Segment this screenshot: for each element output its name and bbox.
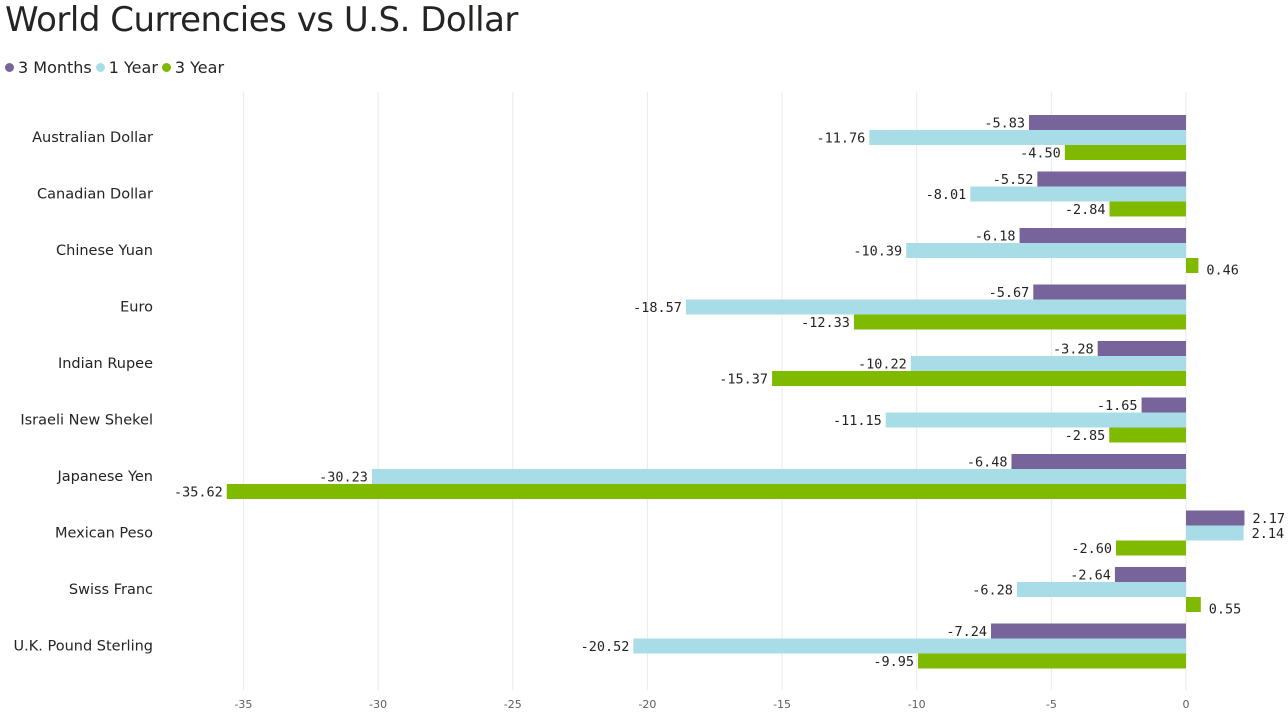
bar-3-year[interactable] bbox=[226, 484, 1186, 499]
bar-3-months[interactable] bbox=[1114, 567, 1186, 582]
category-label: Australian Dollar bbox=[32, 130, 153, 146]
bar-3-months[interactable] bbox=[1019, 228, 1186, 243]
x-tick-label: -15 bbox=[773, 698, 791, 711]
data-label: -12.33 bbox=[801, 315, 850, 331]
legend-label-3-months: 3 Months bbox=[18, 58, 92, 77]
bar-3-months[interactable] bbox=[1186, 510, 1245, 526]
bar-1-year[interactable] bbox=[869, 130, 1186, 145]
legend-item-3-months[interactable]: 3 Months bbox=[5, 58, 92, 77]
data-label: -18.57 bbox=[633, 300, 682, 316]
x-tick-label: -10 bbox=[908, 698, 926, 711]
legend: 3 Months 1 Year 3 Year bbox=[5, 58, 228, 77]
data-label: -30.23 bbox=[319, 470, 368, 486]
category-label: U.K. Pound Sterling bbox=[14, 639, 153, 655]
data-label: -5.52 bbox=[993, 172, 1034, 188]
data-label: -5.67 bbox=[989, 285, 1030, 301]
legend-label-3-year: 3 Year bbox=[174, 58, 225, 77]
legend-marker-3-months bbox=[5, 63, 14, 72]
bar-3-months[interactable] bbox=[1037, 171, 1186, 187]
bar-3-year[interactable] bbox=[772, 371, 1186, 386]
category-label: Israeli New Shekel bbox=[20, 413, 153, 429]
data-label: -8.01 bbox=[926, 187, 967, 203]
bar-1-year[interactable] bbox=[970, 186, 1186, 202]
data-label: 2.14 bbox=[1252, 526, 1285, 542]
bar-1-year[interactable] bbox=[1186, 525, 1244, 541]
data-label: 2.17 bbox=[1252, 511, 1285, 527]
category-label: Canadian Dollar bbox=[37, 187, 153, 203]
bar-3-year[interactable] bbox=[918, 653, 1186, 669]
data-label: -15.37 bbox=[719, 372, 768, 388]
data-label: -6.48 bbox=[967, 455, 1008, 471]
category-label: Chinese Yuan bbox=[56, 243, 153, 259]
data-label: -10.39 bbox=[853, 244, 902, 260]
bar-3-year[interactable] bbox=[1186, 597, 1201, 612]
x-tick-label: -5 bbox=[1046, 698, 1057, 711]
legend-item-1-year[interactable]: 1 Year bbox=[95, 58, 158, 77]
bar-1-year[interactable] bbox=[885, 412, 1186, 428]
data-label: -20.52 bbox=[581, 639, 630, 655]
data-label: -2.84 bbox=[1065, 202, 1106, 218]
bar-3-months[interactable] bbox=[1141, 397, 1186, 413]
bar-1-year[interactable] bbox=[685, 299, 1186, 315]
bar-1-year[interactable] bbox=[1016, 582, 1186, 597]
legend-marker-3-year bbox=[161, 63, 171, 72]
x-tick-label: 0 bbox=[1183, 698, 1190, 711]
bar-1-year[interactable] bbox=[633, 638, 1186, 654]
category-label: Indian Rupee bbox=[58, 356, 153, 372]
data-label: -6.28 bbox=[972, 583, 1013, 599]
bar-3-year[interactable] bbox=[1064, 145, 1186, 160]
category-label: Swiss Franc bbox=[69, 582, 153, 598]
category-label: Japanese Yen bbox=[57, 469, 154, 485]
data-label: -6.18 bbox=[975, 229, 1016, 245]
x-tick-label: -30 bbox=[369, 698, 387, 711]
data-label: -2.60 bbox=[1071, 541, 1112, 557]
bar-1-year[interactable] bbox=[910, 356, 1186, 371]
bar-3-year[interactable] bbox=[1115, 540, 1186, 556]
data-label: -1.65 bbox=[1097, 398, 1138, 414]
legend-label-1-year: 1 Year bbox=[108, 58, 158, 77]
x-tick-label: -20 bbox=[638, 698, 656, 711]
bar-1-year[interactable] bbox=[371, 469, 1186, 484]
bar-3-months[interactable] bbox=[991, 623, 1186, 639]
data-label: 0.55 bbox=[1209, 602, 1242, 618]
data-label: -7.24 bbox=[946, 624, 987, 640]
chart-title: World Currencies vs U.S. Dollar bbox=[5, 0, 518, 40]
bar-3-year[interactable] bbox=[853, 314, 1186, 330]
x-tick-label: -25 bbox=[504, 698, 522, 711]
bar-3-year[interactable] bbox=[1109, 201, 1186, 217]
bar-1-year[interactable] bbox=[906, 243, 1186, 258]
data-label: -2.85 bbox=[1065, 428, 1106, 444]
data-label: -4.50 bbox=[1020, 146, 1061, 162]
data-label: -11.15 bbox=[833, 413, 882, 429]
x-tick-label: -35 bbox=[234, 698, 252, 711]
bar-3-months[interactable] bbox=[1097, 341, 1186, 356]
bar-3-months[interactable] bbox=[1028, 115, 1186, 130]
legend-item-3-year[interactable]: 3 Year bbox=[161, 58, 225, 77]
bar-3-months[interactable] bbox=[1011, 454, 1186, 469]
bar-3-year[interactable] bbox=[1109, 427, 1186, 443]
data-label: -3.28 bbox=[1053, 342, 1094, 358]
data-label: -10.22 bbox=[858, 357, 907, 373]
category-label: Euro bbox=[120, 300, 153, 316]
legend-marker-1-year bbox=[95, 63, 105, 72]
data-label: 0.46 bbox=[1206, 263, 1239, 279]
category-label: Mexican Peso bbox=[55, 526, 153, 542]
data-label: -35.62 bbox=[174, 485, 223, 501]
bar-3-year[interactable] bbox=[1186, 258, 1199, 273]
data-label: -2.64 bbox=[1070, 568, 1111, 584]
data-label: -9.95 bbox=[873, 654, 914, 670]
data-label: -11.76 bbox=[817, 131, 866, 147]
bar-3-months[interactable] bbox=[1033, 284, 1186, 300]
data-label: -5.83 bbox=[984, 116, 1025, 132]
